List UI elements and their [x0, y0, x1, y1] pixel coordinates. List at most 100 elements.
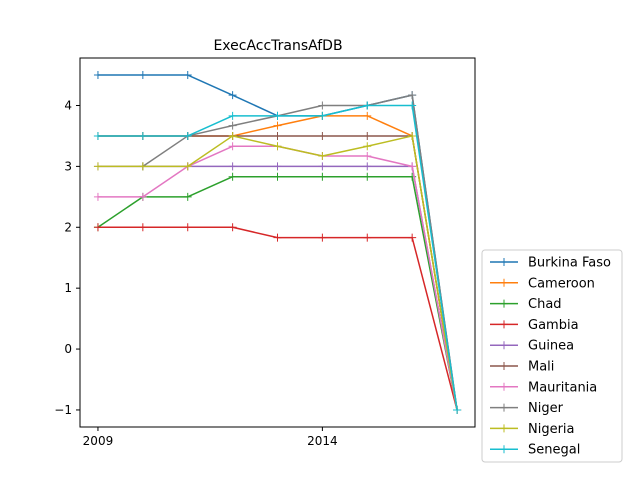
data-point: [408, 101, 417, 110]
data-point: [363, 131, 372, 140]
y-tick-label: 4: [64, 98, 72, 112]
data-point: [273, 172, 282, 181]
chart-title: ExecAccTransAfDB: [213, 38, 342, 54]
data-point: [408, 162, 417, 171]
legend-label: Niger: [528, 401, 564, 416]
legend: Burkina Faso Cameroon Chad Gambia Guinea Mali…: [481, 249, 623, 463]
legend-marker: [500, 278, 508, 287]
legend-item: Cameroon: [490, 276, 595, 291]
data-point: [363, 142, 372, 151]
data-point: [273, 111, 282, 120]
data-point: [273, 121, 282, 130]
data-point: [228, 121, 237, 130]
legend-marker: [500, 403, 508, 412]
data-point: [318, 101, 327, 110]
legend-label: Mali: [528, 360, 554, 375]
legend-item: Guinea: [490, 339, 574, 354]
data-point: [228, 111, 237, 120]
y-tick-label: 0: [64, 342, 72, 356]
legend-label: Guinea: [528, 339, 574, 354]
axes-frame: [79, 57, 476, 428]
data-point: [363, 101, 372, 110]
data-point: [228, 223, 237, 232]
y-tick-label: 2: [64, 220, 72, 234]
y-tick-label: 1: [64, 281, 72, 295]
legend-item: Nigeria: [490, 422, 575, 437]
series-line: [97, 165, 458, 411]
y-tick-label: 3: [64, 159, 72, 173]
legend-label: Cameroon: [528, 276, 595, 291]
legend-item: Chad: [490, 297, 562, 312]
data-point: [318, 111, 327, 120]
legend-marker: [500, 382, 508, 391]
legend-label: Nigeria: [528, 422, 575, 437]
plot-area: [93, 71, 462, 414]
data-point: [408, 131, 417, 140]
data-point: [183, 192, 192, 201]
series-line: [97, 104, 458, 411]
data-point: [228, 142, 237, 151]
data-point: [363, 172, 372, 181]
series-gambia: [93, 223, 462, 414]
series-guinea: [93, 162, 462, 414]
data-point: [273, 131, 282, 140]
data-point: [93, 223, 102, 232]
series-senegal: [93, 101, 462, 414]
data-point: [183, 71, 192, 80]
data-point: [318, 152, 327, 161]
data-point: [228, 162, 237, 171]
legend-marker: [500, 362, 508, 370]
x-tick-label: 2009: [83, 434, 114, 448]
series-line: [97, 175, 458, 411]
legend-item: Niger: [490, 401, 564, 416]
data-point: [228, 131, 237, 140]
data-point: [453, 405, 462, 414]
legend-marker: [500, 320, 508, 329]
data-point: [273, 142, 282, 151]
data-point: [273, 233, 282, 242]
series-line: [97, 226, 458, 411]
legend-item: Gambia: [490, 318, 579, 333]
legend-marker: [500, 445, 508, 454]
data-point: [363, 111, 372, 120]
data-point: [363, 162, 372, 171]
axes: 2009 2014 −1 0 1 2 3 4: [54, 98, 337, 448]
data-point: [183, 223, 192, 232]
series-mauritania: [93, 142, 462, 414]
data-point: [93, 192, 102, 201]
series-chad: [93, 172, 462, 414]
data-point: [228, 172, 237, 181]
legend-item: Burkina Faso: [490, 256, 611, 271]
data-point: [138, 192, 147, 201]
legend-label: Chad: [528, 297, 562, 312]
data-point: [138, 223, 147, 232]
data-point: [318, 172, 327, 181]
legend-label: Mauritania: [528, 380, 597, 395]
x-tick-label: 2014: [307, 434, 338, 448]
series-line: [142, 94, 458, 411]
data-point: [363, 233, 372, 242]
data-point: [183, 131, 192, 140]
data-point: [318, 131, 327, 140]
legend-label: Burkina Faso: [528, 256, 611, 271]
data-point: [93, 71, 102, 80]
data-point: [228, 91, 237, 100]
legend-label: Gambia: [528, 318, 579, 333]
data-point: [318, 162, 327, 171]
data-point: [93, 162, 102, 171]
legend-marker: [500, 341, 508, 350]
data-point: [408, 91, 417, 100]
legend-item: Mauritania: [490, 380, 597, 395]
data-point: [408, 233, 417, 242]
data-point: [138, 162, 147, 171]
series-line: [97, 145, 458, 411]
y-tick-label: −1: [54, 403, 72, 417]
data-point: [138, 131, 147, 140]
legend-label: Senegal: [528, 443, 580, 458]
legend-item: Senegal: [490, 443, 580, 458]
legend-marker: [500, 258, 508, 266]
legend-marker: [500, 299, 508, 308]
data-point: [318, 233, 327, 242]
legend-marker: [500, 424, 508, 433]
data-point: [183, 162, 192, 171]
